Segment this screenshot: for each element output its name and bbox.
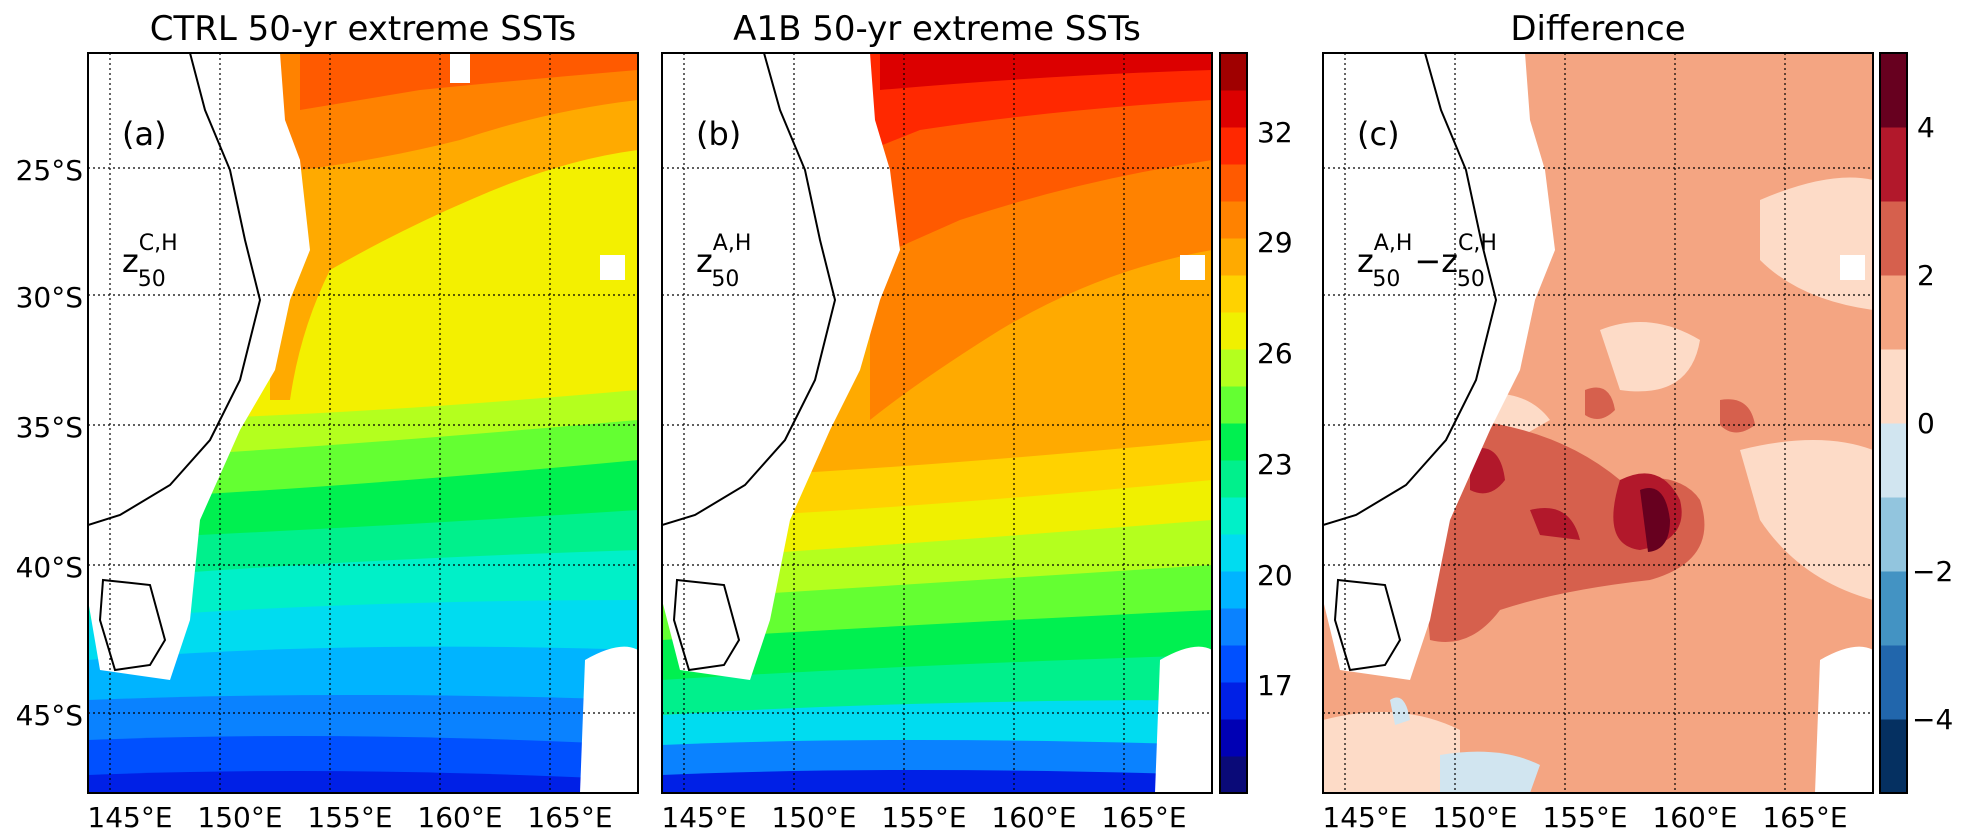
colorbar-cell (1220, 386, 1247, 424)
x-tick-label: 145°E (661, 801, 746, 834)
x-tick-label: 165°E (527, 801, 612, 834)
colorbar-cell (1880, 127, 1907, 202)
x-tick-label: 150°E (1432, 801, 1517, 834)
panel-c-title: Difference (1510, 9, 1685, 49)
colorbar-cell (1220, 756, 1247, 794)
panel-b: A1B 50-yr extreme SSTs (661, 9, 1213, 834)
y-tick-label: 40°S (16, 551, 83, 584)
sst-colorbar-tick: 17 (1257, 669, 1293, 702)
panel-a-variable: zC,H 50 (122, 231, 178, 292)
panel-c-variable: zA,H 50 −zC,H 50 (1357, 231, 1497, 292)
colorbar-cell (1220, 127, 1247, 165)
panel-b-map (662, 53, 1212, 793)
diff-colorbar-cells (1880, 53, 1907, 794)
panel-b-title: A1B 50-yr extreme SSTs (733, 9, 1141, 49)
panel-c-label: (c) (1357, 115, 1400, 153)
diff-colorbar-tick: −2 (1912, 555, 1953, 588)
colorbar-cell (1220, 719, 1247, 757)
x-tick-label: 165°E (1101, 801, 1186, 834)
x-tick-label: 160°E (991, 801, 1076, 834)
sst-colorbar-tick: 20 (1257, 559, 1293, 592)
sst-colorbar-tick: 23 (1257, 448, 1293, 481)
sst-colorbar: 32 29 26 23 20 17 (1219, 52, 1293, 794)
x-tick-label: 160°E (1652, 801, 1737, 834)
colorbar-cell (1220, 497, 1247, 535)
diff-colorbar: 4 2 0 −2 −4 (1879, 52, 1953, 794)
colorbar-cell (1880, 53, 1907, 128)
colorbar-cell (1220, 238, 1247, 276)
y-tick-label: 30°S (16, 281, 83, 314)
diff-colorbar-tick: 2 (1917, 259, 1935, 292)
panel-b-variable: zA,H 50 (696, 231, 751, 292)
colorbar-cell (1220, 571, 1247, 609)
colorbar-cell (1220, 164, 1247, 202)
colorbar-cell (1220, 423, 1247, 461)
colorbar-cell (1220, 645, 1247, 683)
colorbar-cell (1220, 608, 1247, 646)
y-tick-label: 25°S (16, 154, 83, 187)
diff-colorbar-tick: 0 (1917, 407, 1935, 440)
panel-a-label: (a) (122, 115, 167, 153)
colorbar-cell (1880, 571, 1907, 646)
x-tick-label: 160°E (417, 801, 502, 834)
x-tick-label: 165°E (1762, 801, 1847, 834)
colorbar-cell (1220, 201, 1247, 239)
colorbar-cell (1220, 312, 1247, 350)
sst-colorbar-tick: 26 (1257, 337, 1293, 370)
x-tick-label: 150°E (771, 801, 856, 834)
colorbar-cell (1220, 90, 1247, 128)
colorbar-cell (1220, 53, 1247, 91)
colorbar-cell (1880, 349, 1907, 424)
sst-colorbar-tick: 32 (1257, 116, 1293, 149)
diff-colorbar-tick: −4 (1912, 703, 1953, 736)
y-tick-label: 35°S (16, 411, 83, 444)
panel-a: CTRL 50-yr extreme SSTs (16, 9, 639, 834)
x-tick-label: 150°E (197, 801, 282, 834)
sst-colorbar-tick: 29 (1257, 226, 1293, 259)
colorbar-cell (1220, 275, 1247, 313)
x-tick-label: 145°E (1322, 801, 1407, 834)
colorbar-cell (1220, 349, 1247, 387)
colorbar-cell (1220, 534, 1247, 572)
x-tick-label: 155°E (1542, 801, 1627, 834)
panel-a-title: CTRL 50-yr extreme SSTs (150, 9, 577, 49)
colorbar-cell (1880, 201, 1907, 276)
x-tick-label: 155°E (881, 801, 966, 834)
panel-c: Difference (1322, 9, 1874, 834)
colorbar-cell (1880, 275, 1907, 350)
panel-a-map (88, 53, 638, 793)
colorbar-cell (1220, 682, 1247, 720)
colorbar-cell (1220, 460, 1247, 498)
sst-colorbar-cells (1220, 53, 1247, 794)
y-tick-label: 45°S (16, 699, 83, 732)
colorbar-cell (1880, 719, 1907, 794)
x-tick-label: 155°E (307, 801, 392, 834)
colorbar-cell (1880, 497, 1907, 572)
panel-b-label: (b) (696, 115, 741, 153)
colorbar-cell (1880, 423, 1907, 498)
colorbar-cell (1880, 645, 1907, 720)
diff-colorbar-tick: 4 (1917, 111, 1935, 144)
x-tick-label: 145°E (87, 801, 172, 834)
panel-c-map (1323, 53, 1873, 793)
